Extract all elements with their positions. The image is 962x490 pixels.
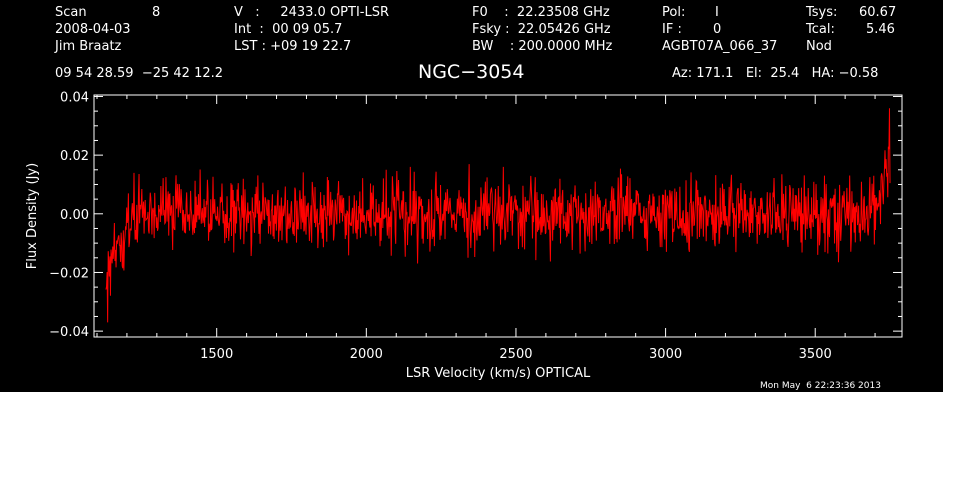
- polarization-label: Pol:: [662, 5, 686, 20]
- polarization-value: I: [715, 5, 719, 20]
- y-tick-label: 0.02: [60, 149, 89, 164]
- chart-title: NGC−3054: [418, 61, 525, 83]
- observing-mode: Nod: [806, 39, 832, 54]
- integration-time-line: Int : 00 09 05.7: [234, 22, 343, 37]
- y-tick-label: −0.04: [49, 325, 89, 340]
- x-tick-label: 2500: [499, 347, 532, 362]
- lst-line: LST : +09 19 22.7: [234, 39, 352, 54]
- source-coordinates: 09 54 28.59 −25 42 12.2: [55, 66, 224, 81]
- tcal-label: Tcal:: [806, 22, 835, 37]
- y-tick-label: −0.02: [49, 266, 89, 281]
- tsys-value: 60.67: [859, 5, 897, 20]
- tcal-value: 5.46: [866, 22, 895, 37]
- tsys-label: Tsys:: [806, 5, 838, 20]
- bandwidth-line: BW : 200.0000 MHz: [472, 39, 613, 54]
- spectrum-plot-panel: Scan 8 2008-04-03 Jim Braatz V : 2433.0 …: [0, 0, 943, 392]
- x-axis-label: LSR Velocity (km/s) OPTICAL: [406, 366, 591, 381]
- project-id: AGBT07A_066_37: [662, 39, 778, 54]
- if-label: IF :: [662, 22, 682, 37]
- plot-frame: [93, 94, 903, 338]
- y-tick-label: 0.04: [60, 90, 89, 105]
- pointing-info: Az: 171.1 El: 25.4 HA: −0.58: [672, 66, 879, 81]
- velocity-line: V : 2433.0 OPTI-LSR: [234, 5, 390, 20]
- spectrum-chart: 1500 2000 2500 3000 3500 −0.04 −0.02 0.00 0.02 0.…: [25, 90, 903, 381]
- spectrum-line: [105, 108, 891, 323]
- if-value: 0: [713, 22, 722, 37]
- observation-date: 2008-04-03: [55, 22, 131, 37]
- x-tick-label: 3000: [649, 347, 682, 362]
- sky-frequency-line: Fsky : 22.05426 GHz: [472, 22, 611, 37]
- x-tick-label: 1500: [200, 347, 233, 362]
- x-tick-label: 3500: [799, 347, 832, 362]
- timestamp: Mon May 6 22:23:36 2013: [760, 381, 881, 391]
- y-tick-label: 0.00: [60, 208, 89, 223]
- rest-frequency-line: F0 : 22.23508 GHz: [472, 5, 610, 20]
- observer-name: Jim Braatz: [55, 39, 122, 54]
- scan-label: Scan: [55, 5, 87, 20]
- scan-value: 8: [152, 5, 161, 20]
- y-axis-label: Flux Density (Jy): [25, 163, 40, 269]
- x-tick-label: 2000: [350, 347, 383, 362]
